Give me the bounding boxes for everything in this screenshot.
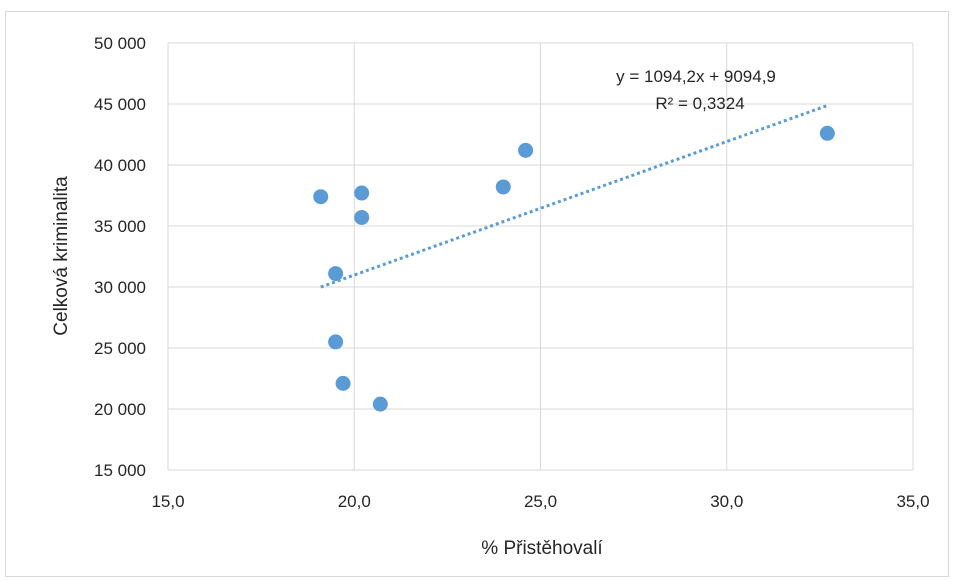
data-point — [495, 179, 511, 195]
data-point — [354, 209, 370, 225]
x-tick-label: 30,0 — [710, 492, 743, 511]
data-point — [819, 125, 835, 141]
y-tick-label: 15 000 — [94, 461, 146, 480]
data-point — [518, 142, 534, 158]
x-tick-labels: 15,0 20,0 25,0 30,0 35,0 — [151, 492, 929, 511]
data-point — [335, 375, 351, 391]
gridlines — [167, 42, 914, 471]
y-tick-label: 35 000 — [94, 217, 146, 236]
x-tick-label: 20,0 — [338, 492, 371, 511]
data-point — [328, 266, 344, 282]
y-tick-label: 50 000 — [94, 34, 146, 53]
data-points — [313, 125, 835, 412]
y-tick-label: 25 000 — [94, 339, 146, 358]
x-axis-title: % Přistěhovalí — [481, 538, 603, 559]
x-tick-label: 25,0 — [524, 492, 557, 511]
y-tick-label: 20 000 — [94, 400, 146, 419]
chart-frame — [5, 11, 949, 577]
data-point — [354, 185, 370, 201]
trendline-layer — [320, 104, 828, 289]
y-tick-label: 45 000 — [94, 95, 146, 114]
y-tick-labels: 15 000 20 000 25 000 30 000 35 000 40 000 45 0… — [94, 34, 146, 480]
data-point — [372, 396, 388, 412]
data-point — [328, 334, 344, 350]
x-tick-label: 35,0 — [896, 492, 929, 511]
x-tick-label: 15,0 — [151, 492, 184, 511]
y-tick-label: 30 000 — [94, 278, 146, 297]
y-axis-title: Celková kriminalita — [51, 176, 72, 336]
trendline — [320, 104, 828, 289]
data-point — [313, 189, 329, 205]
trendline-equation: y = 1094,2x + 9094,9 — [616, 67, 776, 86]
trendline-r-squared: R² = 0,3324 — [655, 94, 744, 113]
y-tick-label: 40 000 — [94, 156, 146, 175]
